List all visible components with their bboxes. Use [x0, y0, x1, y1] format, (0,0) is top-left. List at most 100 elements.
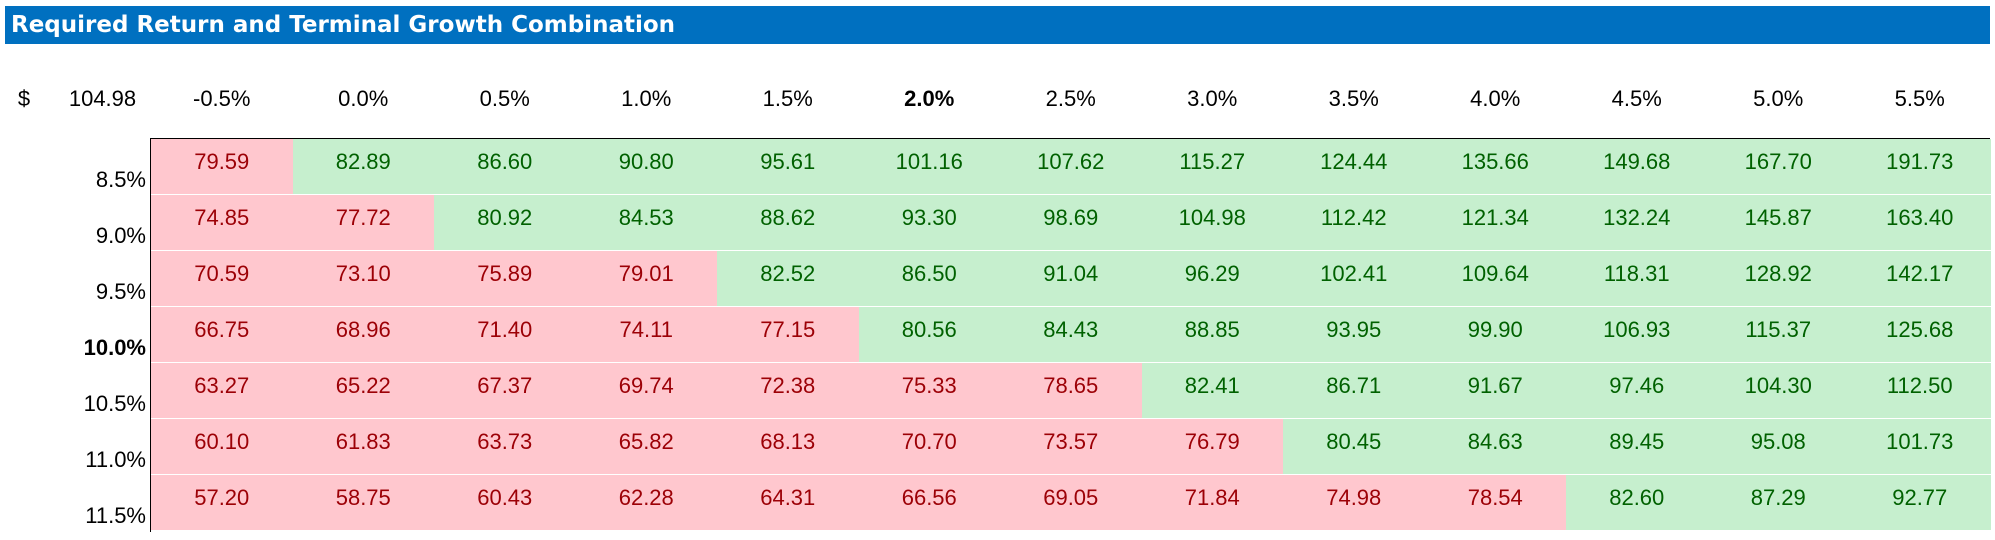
- value-cell: 91.04: [1000, 251, 1142, 306]
- value-cell: 118.31: [1566, 251, 1708, 306]
- required-return-label: 8.5%: [95, 167, 146, 192]
- value-cell: 71.84: [1141, 475, 1283, 530]
- value-cell: 115.27: [1141, 139, 1283, 194]
- value-cell: 101.73: [1849, 419, 1991, 474]
- value-cell: 101.16: [858, 139, 1000, 194]
- growth-rate-header: 2.5%: [1045, 86, 1096, 111]
- value-cell: 61.83: [292, 419, 434, 474]
- growth-rate-header: 0.0%: [338, 86, 389, 111]
- value-cell: 60.43: [434, 475, 576, 530]
- value-cell: 82.60: [1566, 475, 1708, 530]
- grid-left-border: [150, 138, 151, 532]
- value-cell: 106.93: [1566, 307, 1708, 362]
- value-cell: 76.79: [1141, 419, 1283, 474]
- value-cell: 84.63: [1424, 419, 1566, 474]
- value-cell: 88.85: [1141, 307, 1283, 362]
- value-cell: 63.73: [434, 419, 576, 474]
- growth-rate-header: 1.5%: [762, 86, 813, 111]
- value-cell: 75.89: [434, 251, 576, 306]
- value-cell: 89.45: [1566, 419, 1708, 474]
- value-cell: 72.38: [717, 363, 859, 418]
- value-cell: 167.70: [1707, 139, 1849, 194]
- value-cell: 121.34: [1424, 195, 1566, 250]
- growth-rate-header: -0.5%: [193, 86, 251, 111]
- value-cell: 67.37: [434, 363, 576, 418]
- value-cell: 90.80: [575, 139, 717, 194]
- value-cell: 91.67: [1424, 363, 1566, 418]
- value-cell: 71.40: [434, 307, 576, 362]
- value-cell: 145.87: [1707, 195, 1849, 250]
- value-cell: 69.74: [575, 363, 717, 418]
- value-cell: 66.75: [151, 307, 293, 362]
- value-cell: 104.30: [1707, 363, 1849, 418]
- value-cell: 86.60: [434, 139, 576, 194]
- value-cell: 66.56: [858, 475, 1000, 530]
- value-cell: 104.98: [1141, 195, 1283, 250]
- value-cell: 98.69: [1000, 195, 1142, 250]
- growth-rate-header: 5.0%: [1753, 86, 1804, 111]
- growth-rate-header: 3.0%: [1187, 86, 1238, 111]
- required-return-label: 10.5%: [83, 391, 146, 416]
- value-cell: 115.37: [1707, 307, 1849, 362]
- value-cell: 82.52: [717, 251, 859, 306]
- value-cell: 99.90: [1424, 307, 1566, 362]
- value-cell: 79.01: [575, 251, 717, 306]
- value-cell: 77.72: [292, 195, 434, 250]
- value-cell: 70.70: [858, 419, 1000, 474]
- growth-rate-header: 1.0%: [621, 86, 672, 111]
- value-cell: 68.96: [292, 307, 434, 362]
- value-cell: 70.59: [151, 251, 293, 306]
- value-cell: 60.10: [151, 419, 293, 474]
- value-cell: 69.05: [1000, 475, 1142, 530]
- required-return-label: 9.0%: [95, 223, 146, 248]
- growth-rate-header: 4.5%: [1611, 86, 1662, 111]
- value-cell: 97.46: [1566, 363, 1708, 418]
- value-cell: 65.22: [292, 363, 434, 418]
- value-cell: 92.77: [1849, 475, 1991, 530]
- value-cell: 74.11: [575, 307, 717, 362]
- growth-rate-header: 5.5%: [1894, 86, 1945, 111]
- value-cell: 112.50: [1849, 363, 1991, 418]
- value-cell: 86.71: [1283, 363, 1425, 418]
- value-cell: 78.54: [1424, 475, 1566, 530]
- value-cell: 102.41: [1283, 251, 1425, 306]
- value-cell: 125.68: [1849, 307, 1991, 362]
- value-cell: 63.27: [151, 363, 293, 418]
- value-cell: 80.92: [434, 195, 576, 250]
- value-cell: 82.89: [292, 139, 434, 194]
- value-cell: 82.41: [1141, 363, 1283, 418]
- growth-rate-header: 2.0%: [904, 86, 955, 111]
- value-cell: 58.75: [292, 475, 434, 530]
- currency-symbol: $: [17, 86, 31, 111]
- value-cell: 57.20: [151, 475, 293, 530]
- value-cell: 74.98: [1283, 475, 1425, 530]
- required-return-label: 9.5%: [95, 279, 146, 304]
- value-cell: 112.42: [1283, 195, 1425, 250]
- value-cell: 107.62: [1000, 139, 1142, 194]
- value-cell: 88.62: [717, 195, 859, 250]
- value-cell: 84.53: [575, 195, 717, 250]
- growth-rate-header: 4.0%: [1470, 86, 1521, 111]
- required-return-label: 11.0%: [85, 447, 146, 472]
- value-cell: 95.08: [1707, 419, 1849, 474]
- grid-top-border: [150, 138, 1990, 139]
- value-cell: 132.24: [1566, 195, 1708, 250]
- value-cell: 128.92: [1707, 251, 1849, 306]
- growth-rate-header: 3.5%: [1328, 86, 1379, 111]
- value-cell: 149.68: [1566, 139, 1708, 194]
- required-return-label: 11.5%: [85, 503, 146, 528]
- value-cell: 87.29: [1707, 475, 1849, 530]
- value-cell: 62.28: [575, 475, 717, 530]
- value-cell: 93.30: [858, 195, 1000, 250]
- value-cell: 80.56: [858, 307, 1000, 362]
- value-cell: 95.61: [717, 139, 859, 194]
- value-cell: 78.65: [1000, 363, 1142, 418]
- value-cell: 79.59: [151, 139, 293, 194]
- value-cell: 75.33: [858, 363, 1000, 418]
- value-cell: 84.43: [1000, 307, 1142, 362]
- value-cell: 73.10: [292, 251, 434, 306]
- value-cell: 163.40: [1849, 195, 1991, 250]
- value-cell: 142.17: [1849, 251, 1991, 306]
- value-cell: 77.15: [717, 307, 859, 362]
- value-cell: 64.31: [717, 475, 859, 530]
